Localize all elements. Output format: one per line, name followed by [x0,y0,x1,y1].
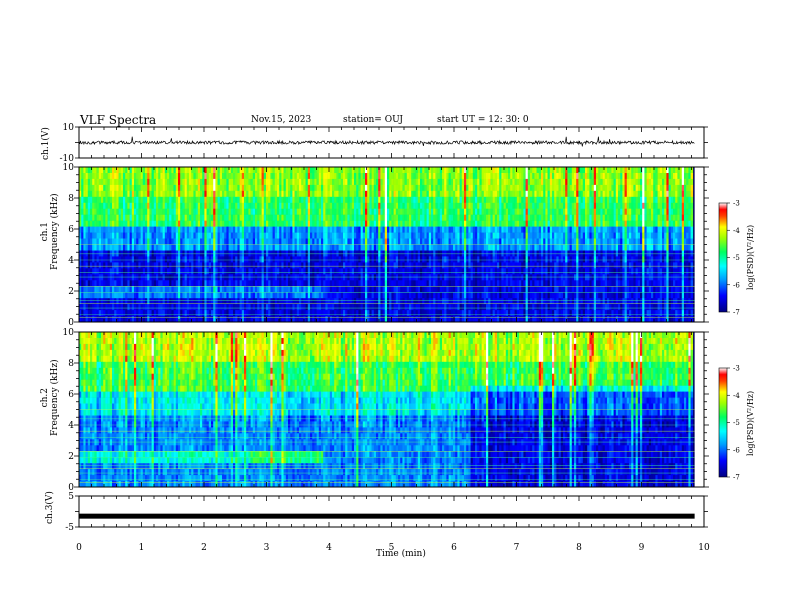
y-tick-label: 4 [68,421,74,431]
date-label: Nov.15, 2023 [251,115,312,125]
ch1-freq-label: Frequency (kHz) [50,193,60,270]
colorbar2-tick: -3 [733,365,740,373]
y-tick-label: 0 [68,318,74,328]
colorbar1-tick: -4 [733,227,740,235]
y-tick-label: 0 [68,483,74,493]
ch1-spectrogram-ylabel: ch.1 Frequency (kHz) [40,193,60,270]
ch2-spectrogram-panel [79,332,695,488]
x-tick-label: 3 [264,543,270,553]
colorbar2-tick: -4 [733,392,740,400]
colorbar1-tick: -5 [733,254,740,262]
station-label: station= OUJ [343,115,404,125]
y-tick-label: 6 [68,390,74,400]
ch3-waveform-panel-trace [79,513,695,519]
y-tick-label: 10 [63,163,75,173]
ch1-waveform-panel-trace [78,136,695,147]
x-tick-label: 7 [514,543,520,553]
y-tick-label: -10 [60,154,75,164]
x-tick-label: 5 [389,543,395,553]
colorbar2-label: log(PSD)(V²/Hz) [746,390,755,456]
start-time-label: start UT = 12: 30: 0 [437,115,529,125]
colorbar1-label: log(PSD)(V²/Hz) [746,224,755,290]
chart-title: VLF Spectra [80,113,157,127]
ch2-spectrogram-ylabel: ch.2 Frequency (kHz) [40,359,60,436]
y-tick-label: 2 [68,287,74,297]
colorbar1-tick: -7 [733,309,740,317]
colorbar1 [718,202,728,313]
colorbar2-tick: -7 [733,474,740,482]
colorbar1-tick: -3 [733,200,740,208]
y-tick-label: 6 [68,225,74,235]
y-tick-label: 2 [68,452,74,462]
x-tick-label: 9 [639,543,645,553]
ch2-label: ch.2 [40,387,50,408]
x-tick-label: 4 [326,543,332,553]
y-tick-label: 10 [63,328,75,338]
ch3-waveform-ylabel: ch.3(V) [45,491,55,524]
y-tick-label: 4 [68,256,74,266]
colorbar2-tick: -5 [733,419,740,427]
colorbar1-tick: -6 [733,281,740,289]
x-tick-label: 0 [76,543,82,553]
x-tick-label: 6 [451,543,457,553]
x-tick-label: 10 [698,543,710,553]
ch3-waveform-panel [79,513,695,519]
colorbar2-tick: -6 [733,446,740,454]
y-tick-label: 8 [68,359,74,369]
x-tick-label: 2 [201,543,207,553]
ch1-label: ch.1 [40,221,50,242]
ch1-waveform-panel [78,136,695,147]
y-tick-label: 8 [68,194,74,204]
ch1-spectrogram-panel [79,167,695,323]
ch2-freq-label: Frequency (kHz) [50,359,60,436]
x-tick-label: 1 [139,543,145,553]
y-tick-label: -5 [65,523,74,533]
ch1-waveform-ylabel: ch.1(V) [41,127,51,160]
y-tick-label: 10 [63,123,75,133]
x-tick-label: 8 [576,543,582,553]
x-axis-label: Time (min) [376,549,426,559]
colorbar2 [718,367,728,478]
y-tick-label: 5 [68,492,74,502]
